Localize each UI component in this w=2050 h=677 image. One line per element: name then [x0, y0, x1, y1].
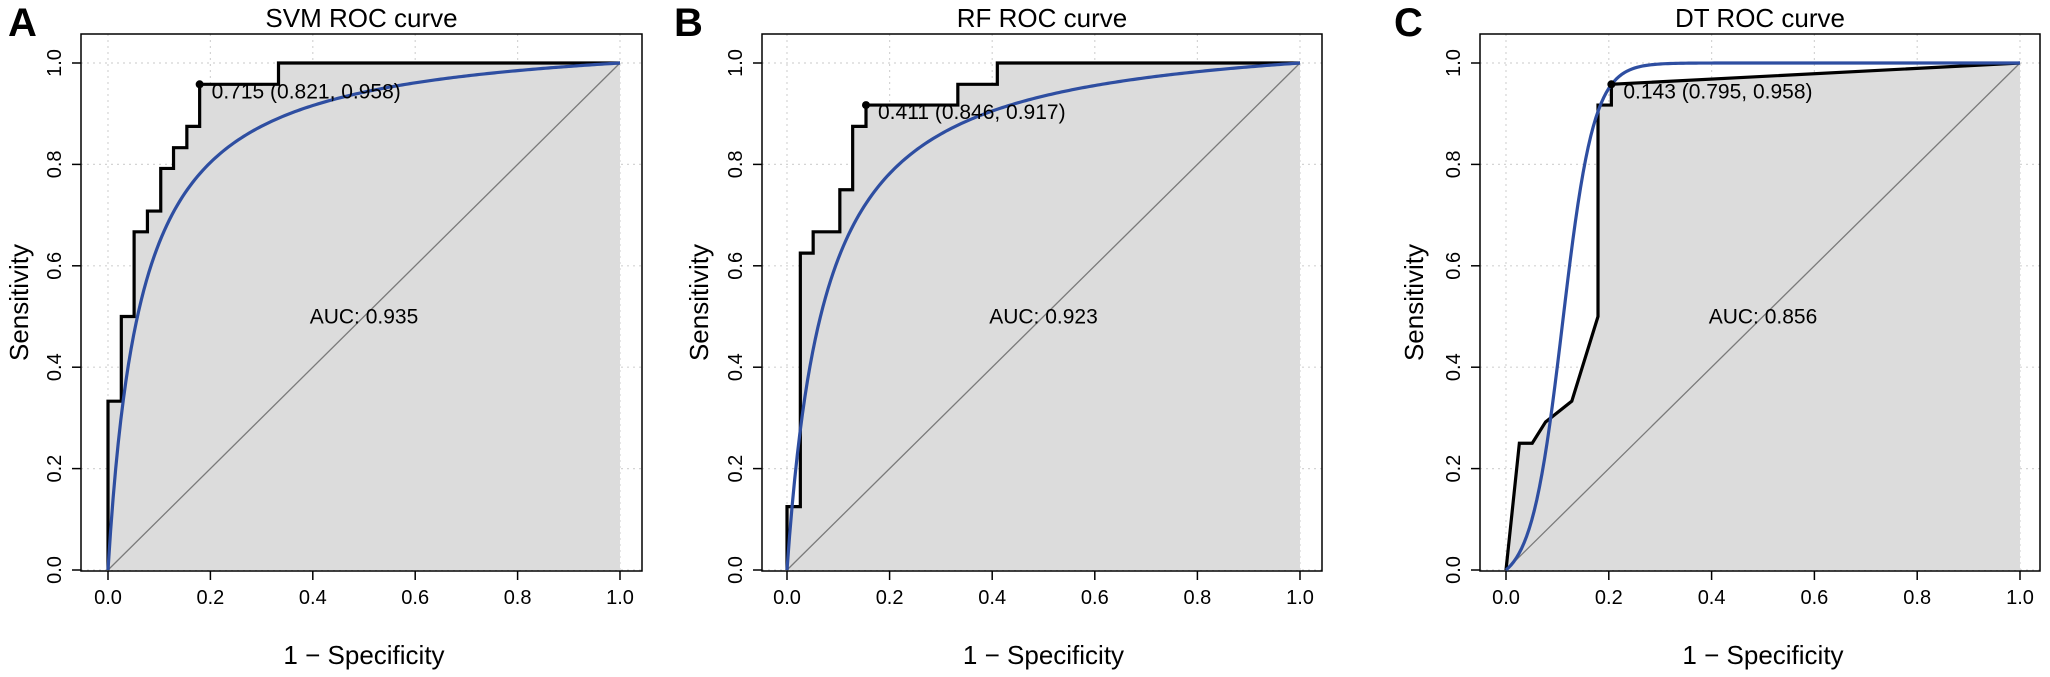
x-axis-label: 1 − Specificity	[283, 640, 444, 670]
y-tick-label: 1.0	[44, 49, 66, 77]
x-tick-label: 0.2	[876, 587, 904, 609]
y-tick-label: 0.2	[725, 455, 747, 483]
x-tick-label: 0.0	[94, 587, 122, 609]
chart-panel-c: C DT ROC curve 0.143 (0.795, 0.958) AUC: 0.…	[1394, 1, 2041, 670]
chart-title: RF ROC curve	[957, 3, 1127, 33]
y-tick-label: 0.6	[725, 252, 747, 280]
threshold-point	[195, 80, 204, 89]
y-tick-label: 0.8	[1443, 150, 1465, 178]
x-tick-label: 0.8	[1903, 587, 1931, 609]
y-tick-label: 0.0	[1443, 556, 1465, 584]
chart-title: SVM ROC curve	[265, 3, 457, 33]
y-axis-label: Sensitivity	[684, 244, 714, 361]
x-tick-label: 0.2	[196, 587, 224, 609]
x-tick-label: 0.4	[1698, 587, 1726, 609]
threshold-label: 0.143 (0.795, 0.958)	[1623, 80, 1812, 103]
diagonal-reference-line	[1505, 62, 2021, 571]
y-tick-label: 1.0	[1443, 49, 1465, 77]
roc-empirical-line	[785, 61, 1300, 570]
x-axis-label: 1 − Specificity	[963, 640, 1124, 670]
panel-letter: B	[674, 1, 703, 45]
x-tick-label: 1.0	[2006, 587, 2034, 609]
y-tick-label: 0.0	[44, 556, 66, 584]
x-tick-label: 1.0	[606, 587, 634, 609]
plot-frame	[1479, 33, 2041, 572]
auc-label: AUC: 0.856	[1709, 306, 1818, 329]
auc-label: AUC: 0.935	[310, 306, 419, 329]
roc-smoothed-line	[785, 61, 1301, 571]
y-tick-label: 0.4	[725, 353, 747, 381]
panel-letter: C	[1394, 1, 1423, 45]
x-tick-label: 0.2	[1595, 587, 1623, 609]
diagonal-reference-line	[107, 62, 621, 571]
roc-smoothed-line	[1504, 61, 2020, 572]
y-tick-label: 0.0	[725, 556, 747, 584]
x-tick-label: 0.4	[978, 587, 1006, 609]
x-axis-label: 1 − Specificity	[1682, 640, 1843, 670]
y-tick-label: 0.6	[1443, 252, 1465, 280]
x-tick-label: 0.0	[773, 587, 801, 609]
x-tick-label: 0.8	[1183, 587, 1211, 609]
threshold-point	[1607, 80, 1616, 89]
y-tick-label: 0.4	[44, 353, 66, 381]
threshold-label: 0.411 (0.846, 0.917)	[878, 101, 1066, 124]
roc-smoothed-line	[106, 61, 621, 571]
diagonal-reference-line	[786, 62, 1301, 571]
y-tick-label: 0.2	[44, 455, 66, 483]
threshold-label: 0.715 (0.821, 0.958)	[212, 80, 401, 103]
threshold-point	[862, 101, 871, 110]
roc-empirical-line	[1504, 61, 2021, 571]
y-tick-label: 1.0	[725, 49, 747, 77]
y-tick-label: 0.2	[1443, 455, 1465, 483]
x-tick-label: 0.6	[401, 587, 429, 609]
x-tick-label: 0.0	[1492, 587, 1520, 609]
y-axis-label: Sensitivity	[4, 244, 34, 361]
y-axis-label: Sensitivity	[1399, 244, 1429, 361]
plot-frame	[80, 33, 643, 572]
y-tick-label: 0.8	[44, 150, 66, 178]
x-tick-label: 1.0	[1286, 587, 1314, 609]
x-tick-label: 0.8	[504, 587, 532, 609]
x-tick-label: 0.4	[299, 587, 327, 609]
x-tick-label: 0.6	[1081, 587, 1109, 609]
y-tick-label: 0.4	[1443, 353, 1465, 381]
chart-panel-b: B RF ROC curve 0.411 (0.846, 0.917) AUC: 0.…	[674, 1, 1323, 670]
y-tick-label: 0.6	[44, 252, 66, 280]
x-tick-label: 0.6	[1800, 587, 1828, 609]
chart-panel-a: A SVM ROC curve 0.715 (0.821, 0.958) AUC: 0…	[4, 1, 643, 670]
panel-letter: A	[8, 1, 37, 45]
plot-frame	[761, 33, 1323, 572]
chart-title: DT ROC curve	[1675, 3, 1845, 33]
y-tick-label: 0.8	[725, 150, 747, 178]
auc-label: AUC: 0.923	[989, 306, 1098, 329]
